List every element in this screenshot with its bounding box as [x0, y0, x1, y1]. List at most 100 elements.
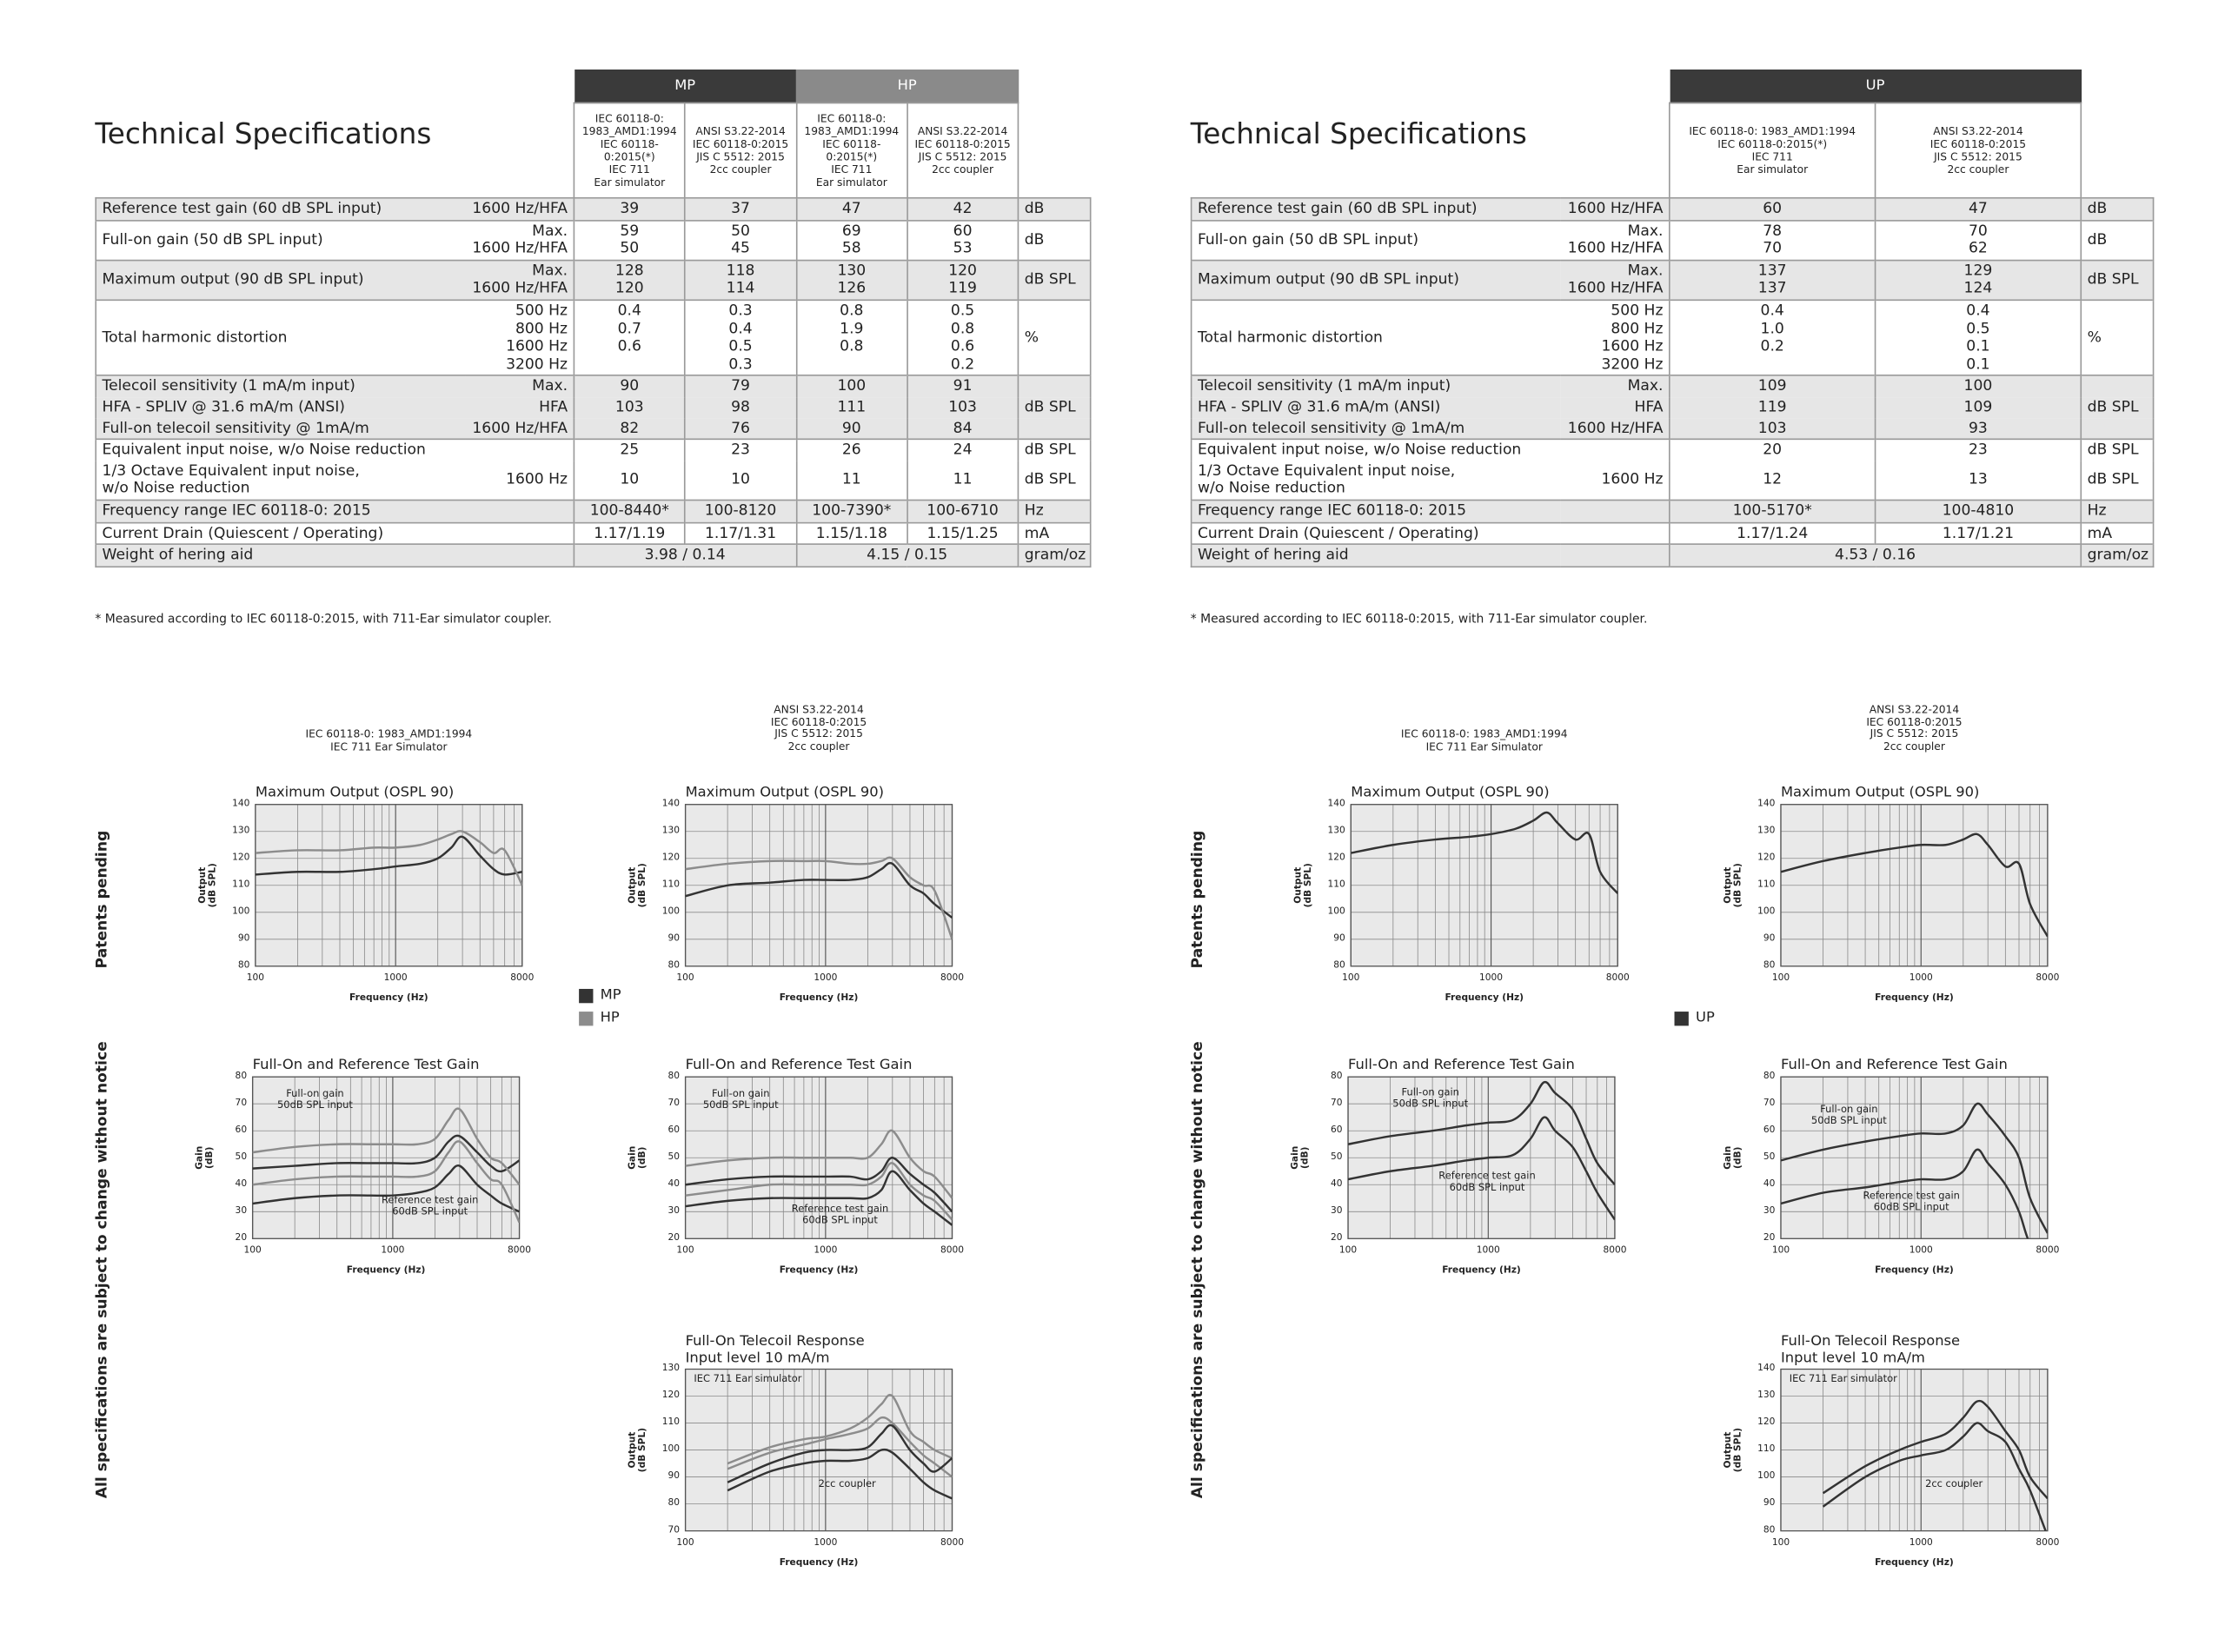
- spec-row: Current Drain (Quiescent / Operating) 1.1…: [1190, 521, 2155, 545]
- response-curve: [727, 1448, 953, 1500]
- side-note: All specifications are subject to change…: [93, 1041, 111, 1499]
- spec-row: 1/3 Octave Equivalent input noise, w/o N…: [1190, 461, 2155, 501]
- y-tick-label: 80: [1333, 958, 1345, 970]
- y-tick-label: 60: [1330, 1123, 1343, 1135]
- plot-frame: [684, 1076, 953, 1239]
- group-header: UP: [1669, 69, 2082, 103]
- row-unit: [2080, 417, 2155, 440]
- annotation: Reference test gain 60dB SPL input: [1863, 1190, 1960, 1213]
- x-tick-label: 8000: [510, 972, 535, 984]
- spec-table: MP HP IEC 60118-0: 1983_AMD1:1994 IEC 6011…: [95, 69, 1092, 567]
- response-curve: [255, 835, 522, 876]
- y-tick-label: 20: [1763, 1231, 1776, 1243]
- x-tick-label: 8000: [508, 1244, 532, 1256]
- y-tick-label: 80: [235, 1069, 248, 1081]
- row-unit: [2080, 375, 2155, 398]
- y-tick-label: 140: [1327, 796, 1345, 808]
- x-tick-label: 100: [676, 1536, 694, 1549]
- y-tick-label: 40: [1763, 1177, 1776, 1189]
- row-value: 69 58: [795, 219, 907, 261]
- blank: [1192, 70, 1670, 103]
- row-unit: mA: [1017, 521, 1092, 545]
- row-value: 11: [795, 461, 907, 501]
- y-tick-label: 70: [1763, 1096, 1776, 1108]
- y-axis-label: Gain (dB): [1722, 1145, 1744, 1170]
- row-value: 100-8120: [684, 499, 796, 522]
- row-value: 1.17/1.31: [684, 521, 796, 545]
- y-tick-label: 130: [661, 1361, 681, 1373]
- plot-frame: [1780, 1368, 2049, 1532]
- legend-label: MP: [600, 987, 621, 1004]
- response-curve: [685, 1162, 953, 1221]
- blank: [1192, 103, 1670, 197]
- x-tick-label: 1000: [814, 1244, 838, 1256]
- column-header: IEC 60118-0: 1983_AMD1:1994 IEC 60118-0:…: [1668, 102, 1876, 199]
- blank: [96, 103, 574, 197]
- row-label: Reference test gain (60 dB SPL input): [1190, 196, 1561, 221]
- response-curve: [252, 1164, 520, 1213]
- y-tick-label: 50: [1330, 1150, 1343, 1162]
- row-value: 84: [906, 417, 1019, 440]
- column-header: IEC 60118-0: 1983_AMD1:1994 IEC 60118- 0…: [573, 102, 686, 199]
- row-value: 37: [684, 196, 796, 221]
- row-value: 109: [1874, 397, 2082, 418]
- y-tick-label: 40: [1330, 1177, 1343, 1189]
- y-tick-label: 140: [1757, 1361, 1776, 1373]
- y-axis-label: Output (dB SPL): [196, 863, 219, 908]
- annotation: 2cc coupler: [1925, 1478, 1983, 1490]
- row-value: 0.3 0.4 0.5 0.3: [684, 299, 796, 376]
- chart-column-header: IEC 60118-0: 1983_AMD1:1994 IEC 711 Ear …: [1400, 727, 1568, 753]
- response-curve: [1822, 1422, 2047, 1531]
- spec-row: Reference test gain (60 dB SPL input) 160…: [95, 196, 1092, 221]
- row-value: 1.17/1.24: [1668, 521, 1876, 545]
- row-value: 59 50: [573, 219, 686, 261]
- spec-row: Equivalent input noise, w/o Noise reduct…: [1190, 438, 2155, 461]
- plot-frame: [1347, 1076, 1616, 1239]
- row-label: HFA - SPLIV @ 31.6 mA/m (ANSI): [95, 397, 465, 418]
- y-tick-label: 110: [661, 877, 681, 889]
- response-curve: [252, 1107, 520, 1186]
- row-unit: [1017, 375, 1092, 398]
- x-tick-label: 100: [243, 1244, 262, 1256]
- row-value: 100-8440*: [573, 499, 686, 522]
- annotation: Reference test gain 60dB SPL input: [791, 1203, 889, 1226]
- response-curve: [727, 1423, 953, 1483]
- row-condition: 1600 Hz/HFA: [464, 196, 575, 221]
- annotation: IEC 711 Ear simulator: [1789, 1373, 1897, 1385]
- response-curve: [685, 1157, 953, 1213]
- side-note: Patents pending: [93, 830, 111, 969]
- y-tick-label: 80: [668, 1069, 681, 1081]
- table-body: MP HP IEC 60118-0: 1983_AMD1:1994 IEC 6011…: [95, 69, 1092, 567]
- row-label: Weight of hering aid: [95, 543, 465, 567]
- row-label: Telecoil sensitivity (1 mA/m input): [1190, 375, 1561, 398]
- y-tick-label: 110: [1327, 877, 1345, 889]
- x-tick-label: 100: [1342, 972, 1360, 984]
- response-curve: [1780, 1102, 2048, 1234]
- x-tick-label: 100: [246, 972, 265, 984]
- row-condition: Max. 1600 Hz/HFA: [464, 259, 575, 301]
- row-value: 47: [1874, 196, 2082, 221]
- spec-row: Telecoil sensitivity (1 mA/m input) Max. 9…: [95, 375, 1092, 398]
- column-header: IEC 60118-0: 1983_AMD1:1994 IEC 60118- 0…: [795, 102, 908, 199]
- row-label: Full-on gain (50 dB SPL input): [1190, 219, 1561, 261]
- row-condition: 500 Hz 800 Hz 1600 Hz 3200 Hz: [464, 299, 575, 376]
- row-value: 130 126: [795, 259, 907, 301]
- row-value: 128 120: [573, 259, 686, 301]
- row-condition: 1600 Hz/HFA: [1560, 196, 1670, 221]
- x-axis-label: Frequency (Hz): [1442, 1264, 1521, 1276]
- spec-row: Maximum output (90 dB SPL input) Max. 160…: [1190, 259, 2155, 301]
- row-value: 103: [906, 397, 1019, 418]
- response-curve: [1780, 1148, 2029, 1239]
- row-value: 23: [684, 438, 796, 461]
- y-tick-label: 120: [661, 850, 681, 862]
- y-tick-label: 20: [1330, 1231, 1343, 1243]
- response-curve: [1780, 833, 2048, 938]
- response-curve: [685, 1170, 953, 1226]
- y-tick-label: 70: [668, 1096, 681, 1108]
- row-value: 60: [1668, 196, 1876, 221]
- row-value: 10: [573, 461, 686, 501]
- row-value: 100-4810: [1874, 499, 2082, 522]
- response-curve: [685, 856, 953, 940]
- y-tick-label: 130: [1757, 823, 1776, 835]
